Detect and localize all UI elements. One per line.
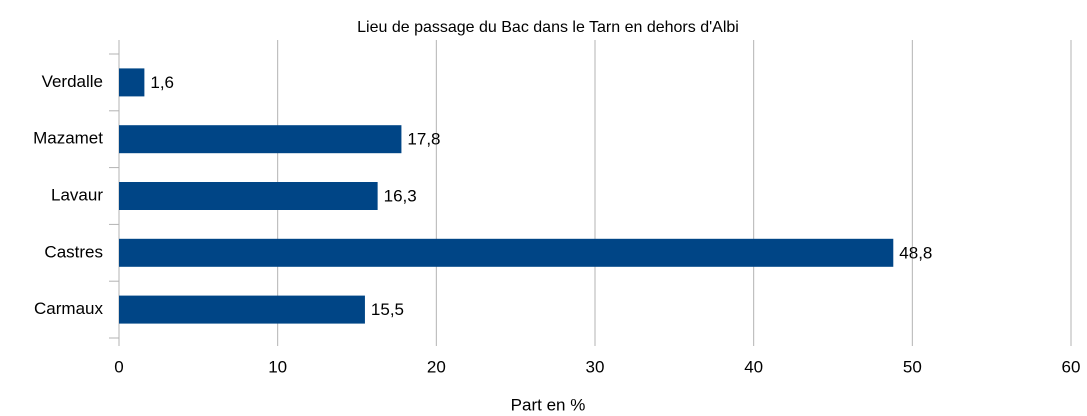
data-label: 16,3 xyxy=(384,186,417,205)
data-label: 15,5 xyxy=(371,300,404,319)
y-tick-label: Castres xyxy=(44,242,103,261)
x-tick-label: 60 xyxy=(1062,357,1081,376)
y-tick-label: Mazamet xyxy=(33,129,103,148)
x-tick-label: 30 xyxy=(586,357,605,376)
y-tick-label: Verdalle xyxy=(42,72,103,91)
data-label: 48,8 xyxy=(899,243,932,262)
y-tick-label: Lavaur xyxy=(51,185,103,204)
bar xyxy=(119,125,402,154)
x-axis-label: Part en % xyxy=(511,395,586,414)
x-tick-label: 10 xyxy=(268,357,287,376)
bar xyxy=(119,238,894,267)
x-tick-label: 20 xyxy=(427,357,446,376)
bar xyxy=(119,182,378,210)
chart-title: Lieu de passage du Bac dans le Tarn en d… xyxy=(357,19,739,36)
bar xyxy=(119,295,365,324)
data-label: 1,6 xyxy=(150,73,174,92)
x-tick-label: 50 xyxy=(903,357,922,376)
x-tick-label: 40 xyxy=(744,357,763,376)
x-tick-label: 0 xyxy=(114,357,123,376)
data-label: 17,8 xyxy=(407,130,440,149)
y-tick-label: Carmaux xyxy=(34,299,103,318)
bar xyxy=(119,68,145,97)
